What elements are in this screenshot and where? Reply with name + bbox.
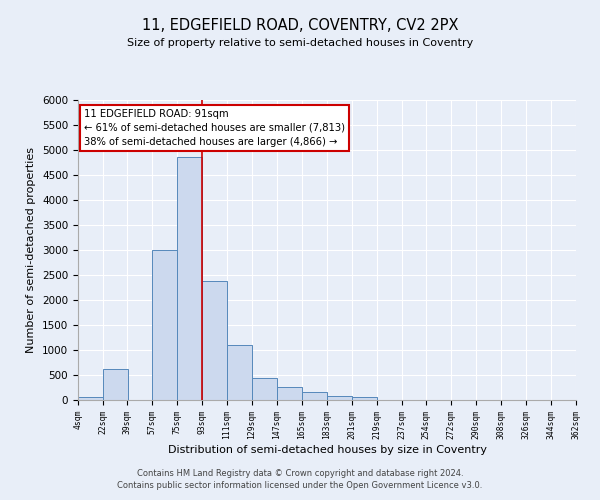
Bar	[152, 250, 177, 400]
Text: Size of property relative to semi-detached houses in Coventry: Size of property relative to semi-detach…	[127, 38, 473, 48]
Bar	[327, 396, 352, 400]
Bar	[78, 397, 103, 400]
Bar	[177, 156, 202, 400]
Y-axis label: Number of semi-detached properties: Number of semi-detached properties	[26, 147, 37, 353]
Bar	[302, 392, 327, 400]
Bar	[352, 397, 377, 400]
Bar	[227, 345, 252, 400]
Text: 11, EDGEFIELD ROAD, COVENTRY, CV2 2PX: 11, EDGEFIELD ROAD, COVENTRY, CV2 2PX	[142, 18, 458, 32]
Bar	[277, 387, 302, 400]
Bar	[103, 369, 128, 400]
Text: Contains HM Land Registry data © Crown copyright and database right 2024.: Contains HM Land Registry data © Crown c…	[137, 468, 463, 477]
Text: Contains public sector information licensed under the Open Government Licence v3: Contains public sector information licen…	[118, 481, 482, 490]
Bar	[252, 378, 277, 400]
Text: 11 EDGEFIELD ROAD: 91sqm
← 61% of semi-detached houses are smaller (7,813)
38% o: 11 EDGEFIELD ROAD: 91sqm ← 61% of semi-d…	[83, 109, 344, 147]
X-axis label: Distribution of semi-detached houses by size in Coventry: Distribution of semi-detached houses by …	[167, 444, 487, 454]
Bar	[202, 280, 227, 400]
